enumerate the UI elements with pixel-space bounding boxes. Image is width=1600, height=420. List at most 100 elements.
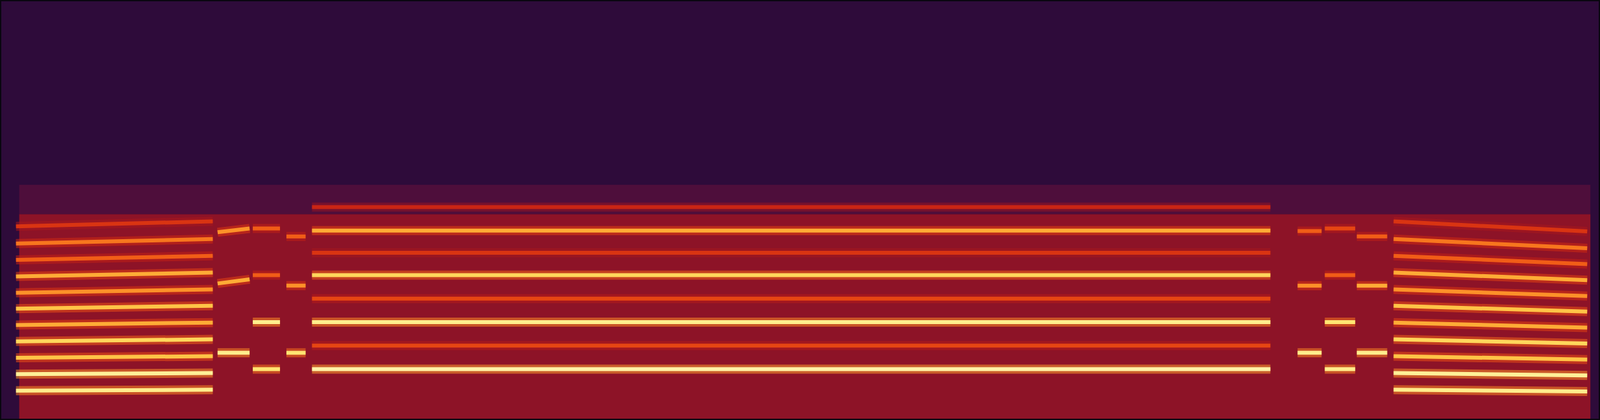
harmonic-line xyxy=(311,204,1271,209)
harmonic-glow xyxy=(1297,281,1322,291)
harmonic-line xyxy=(252,367,280,372)
harmonic-glow xyxy=(1393,272,1588,281)
harmonic-glow xyxy=(1393,305,1588,312)
chart xyxy=(0,0,1600,420)
harmonic-glow xyxy=(311,340,1271,350)
harmonic-glow xyxy=(311,294,1271,304)
harmonic-line xyxy=(1297,283,1322,288)
harmonic-line xyxy=(16,356,214,359)
harmonic-glow xyxy=(1393,220,1588,232)
harmonic-glow xyxy=(16,305,214,310)
harmonic-line xyxy=(311,343,1271,348)
harmonic-line xyxy=(1324,226,1356,231)
harmonic-glow xyxy=(217,279,250,284)
harmonic-line xyxy=(16,322,214,326)
harmonic-line xyxy=(1393,372,1588,376)
harmonic-line xyxy=(1324,320,1356,325)
harmonic-glow xyxy=(16,389,214,391)
harmonic-glow xyxy=(1324,270,1356,280)
harmonic-glow xyxy=(286,347,306,358)
harmonic-glow xyxy=(16,220,214,227)
harmonic-line xyxy=(1356,234,1388,239)
harmonic-glow xyxy=(1356,347,1388,358)
harmonic-glow xyxy=(311,202,1271,212)
harmonic-glow xyxy=(1393,372,1588,376)
harmonic-line xyxy=(1393,220,1588,232)
harmonic-glow xyxy=(286,281,306,291)
harmonic-glow xyxy=(1393,255,1588,265)
harmonic-glow xyxy=(311,270,1271,280)
harmonic-glow xyxy=(16,356,214,359)
harmonic-line xyxy=(1393,255,1588,265)
harmonic-line xyxy=(1393,389,1588,392)
harmonic-line xyxy=(217,350,250,355)
harmonic-glow xyxy=(16,239,214,244)
harmonic-line xyxy=(217,279,250,284)
harmonic-glow xyxy=(311,317,1271,327)
harmonic-line xyxy=(16,372,214,374)
harmonic-line xyxy=(16,239,214,244)
harmonic-glow xyxy=(311,364,1271,374)
plot-area xyxy=(0,0,1600,420)
harmonic-line xyxy=(252,320,280,325)
harmonics xyxy=(16,206,1588,391)
harmonic-line xyxy=(1324,272,1356,277)
harmonic-line xyxy=(1393,272,1588,281)
harmonic-line xyxy=(1356,283,1388,288)
harmonic-line xyxy=(252,226,280,231)
harmonic-glow xyxy=(217,347,250,358)
harmonic-glow xyxy=(311,226,1271,236)
harmonic-glow xyxy=(1393,322,1588,328)
harmonic-glow xyxy=(1393,339,1588,344)
heat-cell xyxy=(19,184,1591,214)
harmonic-glow xyxy=(252,364,280,374)
harmonic-line xyxy=(1393,289,1588,296)
harmonic-glow xyxy=(1393,289,1588,296)
harmonic-line xyxy=(1297,228,1322,233)
harmonic-line xyxy=(16,220,214,227)
harmonic-glow xyxy=(252,270,280,280)
harmonic-glow xyxy=(1324,317,1356,327)
harmonic-line xyxy=(16,339,214,342)
harmonic-glow xyxy=(16,272,214,277)
harmonic-glow xyxy=(286,231,306,242)
harmonic-line xyxy=(16,305,214,310)
plot-frame xyxy=(0,0,1600,420)
harmonic-line xyxy=(286,283,306,288)
harmonic-glow xyxy=(16,289,214,293)
harmonic-glow xyxy=(1356,231,1388,242)
harmonic-glow xyxy=(217,228,250,233)
harmonic-line xyxy=(311,320,1271,325)
harmonic-line xyxy=(1393,356,1588,360)
harmonic-line xyxy=(16,255,214,260)
heat-cell xyxy=(19,213,1591,420)
harmonic-line xyxy=(252,272,280,277)
harmonic-line xyxy=(1324,367,1356,372)
harmonic-line xyxy=(311,296,1271,301)
harmonic-line xyxy=(16,389,214,391)
harmonic-glow xyxy=(252,317,280,327)
harmonic-glow xyxy=(1324,364,1356,374)
harmonic-line xyxy=(311,228,1271,233)
harmonic-glow xyxy=(1297,347,1322,358)
harmonic-glow xyxy=(311,248,1271,258)
harmonic-line xyxy=(311,250,1271,255)
harmonic-line xyxy=(1393,305,1588,312)
harmonic-glow xyxy=(1356,281,1388,291)
harmonic-line xyxy=(1393,322,1588,328)
harmonic-glow xyxy=(16,255,214,260)
harmonic-line xyxy=(16,289,214,293)
harmonic-glow xyxy=(16,322,214,326)
harmonic-line xyxy=(286,350,306,355)
harmonic-glow xyxy=(1393,356,1588,360)
heat-cell xyxy=(0,0,1600,420)
harmonic-line xyxy=(311,367,1271,372)
harmonic-line xyxy=(1356,350,1388,355)
harmonic-glow xyxy=(1297,226,1322,236)
harmonic-line xyxy=(1393,239,1588,249)
cells xyxy=(0,0,1600,420)
harmonic-line xyxy=(16,272,214,277)
harmonic-line xyxy=(286,234,306,239)
harmonic-glow xyxy=(1393,239,1588,249)
harmonic-line xyxy=(311,272,1271,277)
